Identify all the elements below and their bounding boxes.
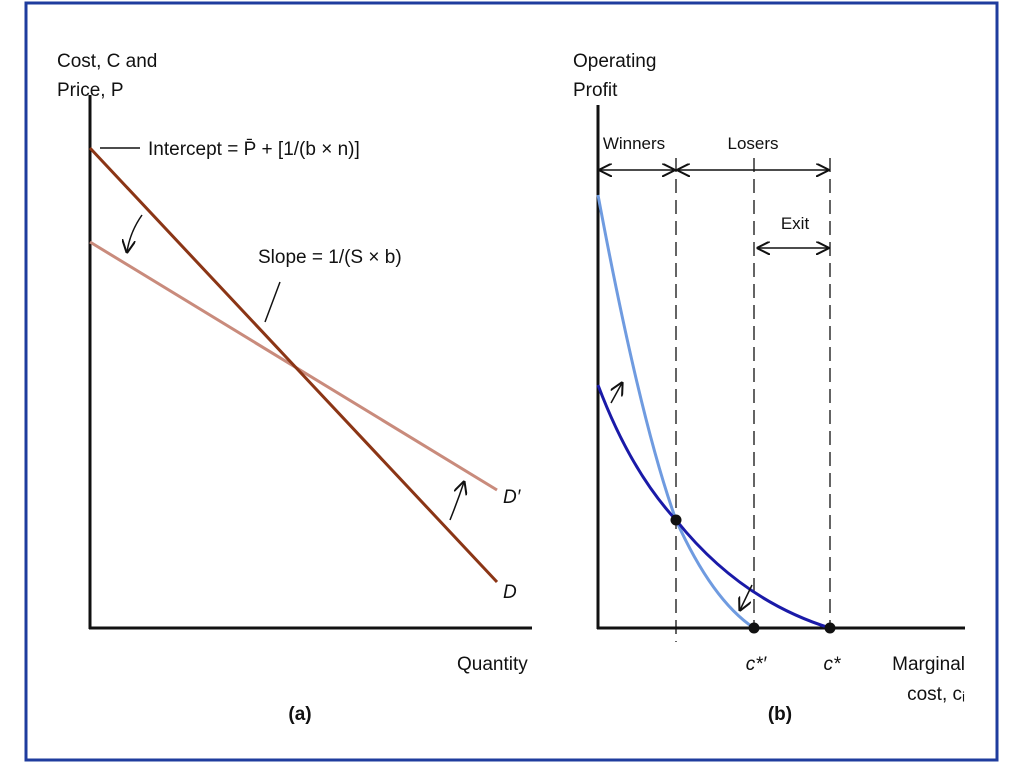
y-axis-label: Operating: [573, 51, 656, 72]
profit-curve-old: [596, 384, 831, 630]
demand-curve-d: [88, 146, 499, 584]
caption: (b): [768, 704, 792, 725]
profit-curve-new: [596, 194, 755, 630]
curve-label: D′: [503, 487, 522, 508]
slope-label: Slope = 1/(S × b): [258, 247, 402, 268]
x-axis-label: Quantity: [457, 654, 528, 675]
x-axis-label: Marginal: [892, 654, 965, 675]
y-axis-label: Cost, C and: [57, 51, 157, 72]
shift-arrow: [740, 584, 753, 610]
y-axis-label: Price, P: [57, 80, 124, 101]
rotation-arrow: [127, 214, 143, 252]
caption: (a): [288, 704, 311, 725]
y-axis-label: Profit: [573, 80, 618, 101]
rotation-arrow: [449, 482, 464, 521]
shift-arrow: [611, 383, 622, 404]
intercept-label: Intercept = P̄ + [1/(b × n)]: [148, 139, 360, 160]
x-axis-label: cost, cᵢ: [907, 684, 965, 705]
slope-pointer: [264, 281, 281, 323]
cutoff-label: c*′: [746, 654, 768, 675]
cutoff-point: [748, 622, 760, 634]
region-label: Losers: [727, 134, 778, 153]
panel-a: Cost, C and Price, P Intercept = P̄ + [1…: [57, 51, 532, 725]
frame: [24, 1, 999, 762]
panel-b: Operating Profit Winners Losers Exit c*′…: [573, 51, 965, 725]
curve-label: D: [503, 582, 517, 603]
region-label: Exit: [781, 214, 810, 233]
intersection-point: [670, 514, 682, 526]
cutoff-point: [824, 622, 836, 634]
region-label: Winners: [603, 134, 665, 153]
cutoff-label: c*: [824, 654, 842, 675]
cutoff-lines: [675, 158, 831, 642]
